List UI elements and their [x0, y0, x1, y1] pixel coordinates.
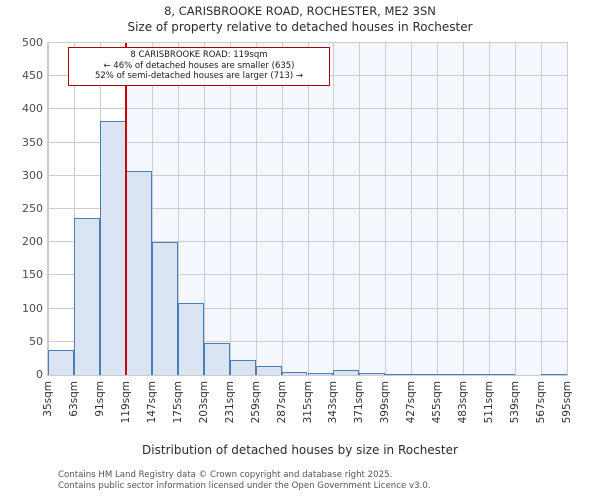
- property-marker-line: [124, 43, 127, 375]
- gridline-vertical: [515, 43, 517, 375]
- histogram-bar: [125, 171, 152, 375]
- x-axis-tick-label: 343sqm: [327, 381, 340, 424]
- y-axis-tick-label: 0: [36, 368, 43, 381]
- y-axis-tick-label: 500: [22, 36, 43, 49]
- annotation-line-larger: 52% of semi-detached houses are larger (…: [94, 71, 304, 82]
- gridline-vertical: [307, 43, 309, 375]
- y-axis-tick-label: 150: [22, 268, 43, 282]
- y-axis-tick-label: 100: [22, 301, 43, 315]
- histogram-bar: [48, 350, 74, 375]
- gridline-vertical: [385, 43, 387, 375]
- annotation-box: 8 CARISBROOKE ROAD: 119sqm ← 46% of deta…: [68, 47, 330, 86]
- x-axis-tick-label: 399sqm: [379, 381, 392, 424]
- x-axis-ticks: 35sqm 63sqm 91sqm 119sqm 147sqm 175sqm 203sqm 2…: [42, 381, 573, 439]
- gridline-vertical: [281, 43, 283, 375]
- x-axis-tick-label: 315sqm: [301, 381, 314, 424]
- histogram-bar: [385, 373, 412, 375]
- gridline-vertical: [203, 43, 205, 375]
- gridline-vertical: [229, 43, 231, 375]
- histogram-bar: [333, 369, 360, 375]
- gridline-vertical: [541, 43, 543, 375]
- gridline-vertical: [359, 43, 361, 375]
- y-axis-tick-label: 200: [22, 235, 43, 249]
- gridline-vertical: [437, 43, 439, 375]
- histogram-bar: [307, 373, 334, 375]
- page-title: 8, CARISBROOKE ROAD, ROCHESTER, ME2 3SN: [164, 4, 436, 18]
- x-axis-tick-label: 259sqm: [249, 381, 262, 424]
- gridline-vertical: [411, 43, 413, 375]
- x-axis-tick-label: 35sqm: [42, 381, 54, 417]
- x-axis-tick-label: 567sqm: [535, 381, 548, 424]
- histogram-bar: [489, 373, 516, 375]
- annotation-line-subject: 8 CARISBROOKE ROAD: 119sqm: [130, 50, 268, 60]
- gridline-vertical: [151, 43, 153, 375]
- histogram-bar: [151, 242, 178, 375]
- gridline-vertical: [489, 43, 491, 375]
- gridline-vertical: [48, 43, 49, 375]
- gridline-vertical: [333, 43, 335, 375]
- footer-line-1: Contains HM Land Registry data © Crown c…: [58, 470, 393, 480]
- chart-subtitle: Size of property relative to detached ho…: [127, 20, 473, 34]
- histogram-bar: [229, 360, 256, 375]
- histogram-bar: [73, 217, 100, 375]
- x-axis-tick-label: 147sqm: [145, 381, 158, 424]
- histogram-bar: [437, 373, 464, 375]
- x-axis-tick-label: 455sqm: [431, 381, 444, 424]
- x-axis-tick-label: 539sqm: [509, 381, 522, 424]
- x-axis-tick-label: 119sqm: [119, 381, 132, 424]
- gridline-vertical: [567, 43, 568, 375]
- gridline-vertical: [463, 43, 465, 375]
- histogram-bar: [359, 373, 386, 375]
- x-axis-tick-label: 91sqm: [93, 381, 106, 417]
- y-axis-tick-label: 50: [29, 334, 43, 348]
- histogram-bar: [411, 373, 438, 375]
- x-axis-tick-label: 483sqm: [457, 381, 470, 424]
- histogram-bar: [463, 373, 490, 375]
- gridline-vertical: [177, 43, 179, 375]
- x-axis-tick-label: 427sqm: [405, 381, 418, 424]
- y-axis-tick-label: 400: [22, 102, 43, 116]
- x-axis-label: Distribution of detached houses by size …: [142, 443, 458, 457]
- x-axis-tick-label: 63sqm: [67, 381, 80, 417]
- histogram-bar: [281, 372, 308, 375]
- chart-plot-wrapper: 0 50 100 150 200 250 300 350 400 450 500: [22, 36, 568, 381]
- title-block: 8, CARISBROOKE ROAD, ROCHESTER, ME2 3SN …: [0, 4, 600, 35]
- x-axis-tick-label: 287sqm: [275, 381, 288, 424]
- x-axis-tick-label: 511sqm: [483, 381, 496, 424]
- y-axis-tick-label: 250: [22, 202, 43, 215]
- footer-line-2: Contains public sector information licen…: [58, 481, 431, 491]
- x-axis-tick-label: 203sqm: [197, 381, 210, 424]
- x-axis-tick-label: 231sqm: [223, 381, 236, 424]
- annotation-line-smaller: ← 46% of detached houses are smaller (63…: [103, 60, 295, 71]
- histogram-bar: [255, 366, 282, 375]
- histogram-bar: [177, 303, 204, 375]
- x-axis-tick-label: 371sqm: [353, 381, 366, 424]
- y-axis-tick-label: 300: [22, 168, 43, 182]
- histogram-bar: [541, 373, 567, 375]
- gridline-vertical: [255, 43, 257, 375]
- gridline-vertical: [73, 43, 75, 375]
- histogram-bar: [203, 343, 230, 375]
- x-axis-tick-label: 175sqm: [171, 381, 184, 424]
- y-axis-tick-label: 350: [22, 135, 43, 149]
- y-axis-tick-label: 450: [22, 69, 43, 83]
- chart-plot-area: [47, 42, 568, 376]
- x-axis-tick-label: 595sqm: [561, 381, 573, 424]
- histogram-bar: [99, 120, 126, 375]
- footer-attribution: Contains HM Land Registry data © Crown c…: [58, 470, 578, 492]
